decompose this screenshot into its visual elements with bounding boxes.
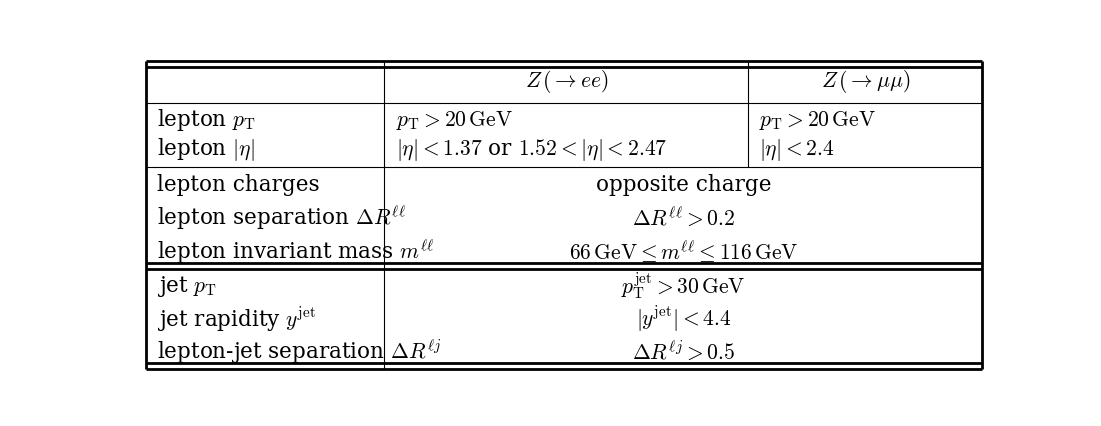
Text: $p_{\mathrm{T}} > 20\,\mathrm{GeV}$: $p_{\mathrm{T}} > 20\,\mathrm{GeV}$ [760, 109, 876, 132]
Text: $Z\,(\to \mu\mu)$: $Z\,(\to \mu\mu)$ [820, 68, 911, 95]
Text: $|\eta| < 2.4$: $|\eta| < 2.4$ [760, 137, 835, 163]
Text: lepton $|\eta|$: lepton $|\eta|$ [157, 136, 255, 163]
Text: $p_{\mathrm{T}}^{\mathrm{jet}} > 30\,\mathrm{GeV}$: $p_{\mathrm{T}}^{\mathrm{jet}} > 30\,\ma… [621, 271, 745, 302]
Text: $|y^{\mathrm{jet}}| < 4.4$: $|y^{\mathrm{jet}}| < 4.4$ [635, 304, 731, 334]
Text: jet rapidity $y^{\mathrm{jet}}$: jet rapidity $y^{\mathrm{jet}}$ [157, 305, 316, 334]
Text: lepton $p_{\mathrm{T}}$: lepton $p_{\mathrm{T}}$ [157, 107, 257, 133]
Text: $\Delta R^{\ell\ell} > 0.2$: $\Delta R^{\ell\ell} > 0.2$ [632, 206, 735, 230]
Text: $\Delta R^{\ell j} > 0.5$: $\Delta R^{\ell j} > 0.5$ [632, 340, 735, 364]
Text: lepton invariant mass $m^{\ell\ell}$: lepton invariant mass $m^{\ell\ell}$ [157, 238, 435, 266]
Text: opposite charge: opposite charge [596, 174, 771, 196]
Text: lepton charges: lepton charges [157, 174, 320, 196]
Text: $p_{\mathrm{T}} > 20\,\mathrm{GeV}$: $p_{\mathrm{T}} > 20\,\mathrm{GeV}$ [395, 109, 512, 132]
Text: $66\,\mathrm{GeV} \leq m^{\ell\ell} \leq 116\,\mathrm{GeV}$: $66\,\mathrm{GeV} \leq m^{\ell\ell} \leq… [568, 239, 798, 265]
Text: jet $p_{\mathrm{T}}$: jet $p_{\mathrm{T}}$ [157, 273, 217, 299]
Text: lepton-jet separation $\Delta R^{\ell j}$: lepton-jet separation $\Delta R^{\ell j}… [157, 338, 442, 366]
Text: $Z\,(\to ee)$: $Z\,(\to ee)$ [524, 68, 608, 95]
Text: lepton separation $\Delta R^{\ell\ell}$: lepton separation $\Delta R^{\ell\ell}$ [157, 204, 406, 233]
Text: $|\eta| < 1.37$ or $1.52 < |\eta| < 2.47$: $|\eta| < 1.37$ or $1.52 < |\eta| < 2.47… [395, 137, 667, 163]
